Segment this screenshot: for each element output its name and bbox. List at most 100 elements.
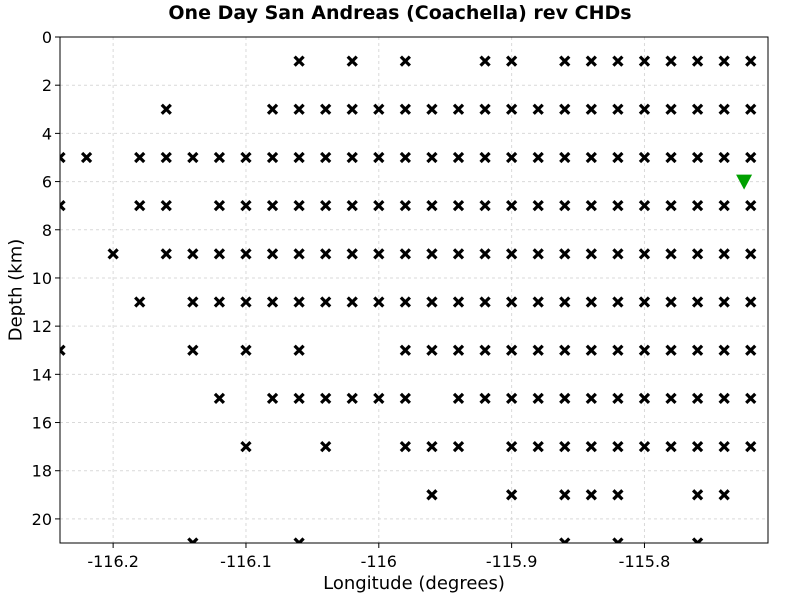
data-point — [187, 248, 199, 260]
data-point — [266, 248, 279, 260]
y-tick-label: 12 — [32, 317, 52, 336]
data-point — [612, 248, 624, 260]
data-point — [665, 440, 677, 453]
plot-frame — [59, 36, 769, 544]
data-point — [559, 200, 571, 212]
data-point — [612, 200, 624, 212]
data-point — [585, 248, 597, 260]
data-point — [532, 248, 544, 260]
y-tick-label: 16 — [32, 414, 52, 433]
data-point — [399, 392, 411, 405]
data-point — [399, 248, 411, 260]
data-point — [638, 103, 651, 115]
data-point — [452, 200, 465, 212]
data-point — [426, 489, 438, 501]
data-point — [320, 200, 332, 212]
data-point — [452, 248, 465, 260]
data-point — [506, 392, 518, 405]
data-point — [293, 55, 305, 67]
data-point — [691, 248, 704, 260]
data-point — [585, 103, 597, 115]
data-point — [80, 151, 93, 164]
data-point — [718, 200, 730, 212]
data-point — [240, 248, 252, 260]
data-point — [506, 200, 518, 212]
data-point — [559, 103, 571, 115]
y-tick-label: 0 — [42, 28, 52, 47]
data-point — [745, 248, 757, 260]
x-axis-title: Longitude (degrees) — [323, 573, 505, 594]
data-point — [506, 296, 518, 308]
data-point — [240, 200, 252, 212]
data-point — [373, 296, 385, 308]
data-point — [718, 440, 730, 453]
data-point — [532, 151, 544, 164]
data-point — [60, 200, 66, 212]
data-point — [160, 248, 172, 260]
data-point — [638, 151, 651, 164]
data-point — [559, 489, 571, 501]
data-point — [532, 392, 544, 405]
data-point — [452, 296, 465, 308]
data-point — [612, 296, 624, 308]
data-point — [293, 151, 305, 164]
data-point — [559, 55, 571, 67]
y-axis-title: Depth (km) — [5, 238, 27, 342]
data-point — [506, 440, 518, 453]
data-point — [559, 440, 571, 453]
data-point — [213, 248, 226, 260]
data-point — [559, 248, 571, 260]
data-point — [134, 151, 146, 164]
data-point — [399, 440, 411, 453]
data-point — [665, 296, 677, 308]
y-tick-label: 6 — [42, 173, 52, 192]
data-point — [479, 248, 491, 260]
data-point — [585, 151, 597, 164]
data-point — [691, 344, 704, 356]
data-point — [718, 55, 730, 67]
data-point — [373, 248, 385, 260]
data-point — [691, 296, 704, 308]
data-point — [346, 151, 358, 164]
chart-title: One Day San Andreas (Coachella) rev CHDs — [168, 2, 632, 24]
data-point — [266, 151, 279, 164]
data-point — [320, 296, 332, 308]
data-point — [187, 296, 199, 308]
data-point — [373, 103, 385, 115]
data-point — [452, 440, 465, 453]
data-point — [346, 296, 358, 308]
data-point — [346, 392, 358, 405]
data-point — [506, 151, 518, 164]
data-point — [346, 248, 358, 260]
data-point — [638, 392, 651, 405]
data-point — [691, 200, 704, 212]
data-point — [399, 344, 411, 356]
data-point — [320, 103, 332, 115]
data-point — [612, 151, 624, 164]
y-tick-label: 20 — [32, 510, 52, 529]
data-point — [718, 296, 730, 308]
data-point — [479, 103, 491, 115]
data-point — [612, 489, 624, 501]
data-point — [213, 392, 226, 405]
data-point — [665, 248, 677, 260]
data-point — [691, 392, 704, 405]
data-point — [745, 440, 757, 453]
x-tick-label: -116.1 — [220, 552, 272, 571]
data-point — [745, 103, 757, 115]
y-tick-label: 8 — [42, 221, 52, 240]
data-point — [479, 296, 491, 308]
data-point — [559, 392, 571, 405]
data-point — [266, 103, 279, 115]
y-tick-label: 2 — [42, 76, 52, 95]
data-point — [638, 55, 651, 67]
data-point — [718, 103, 730, 115]
data-point — [426, 248, 438, 260]
data-point — [346, 200, 358, 212]
data-point — [532, 200, 544, 212]
data-point — [213, 296, 226, 308]
x-tick-label: -116.2 — [87, 552, 139, 571]
data-point — [426, 103, 438, 115]
data-point — [585, 344, 597, 356]
data-point — [718, 344, 730, 356]
